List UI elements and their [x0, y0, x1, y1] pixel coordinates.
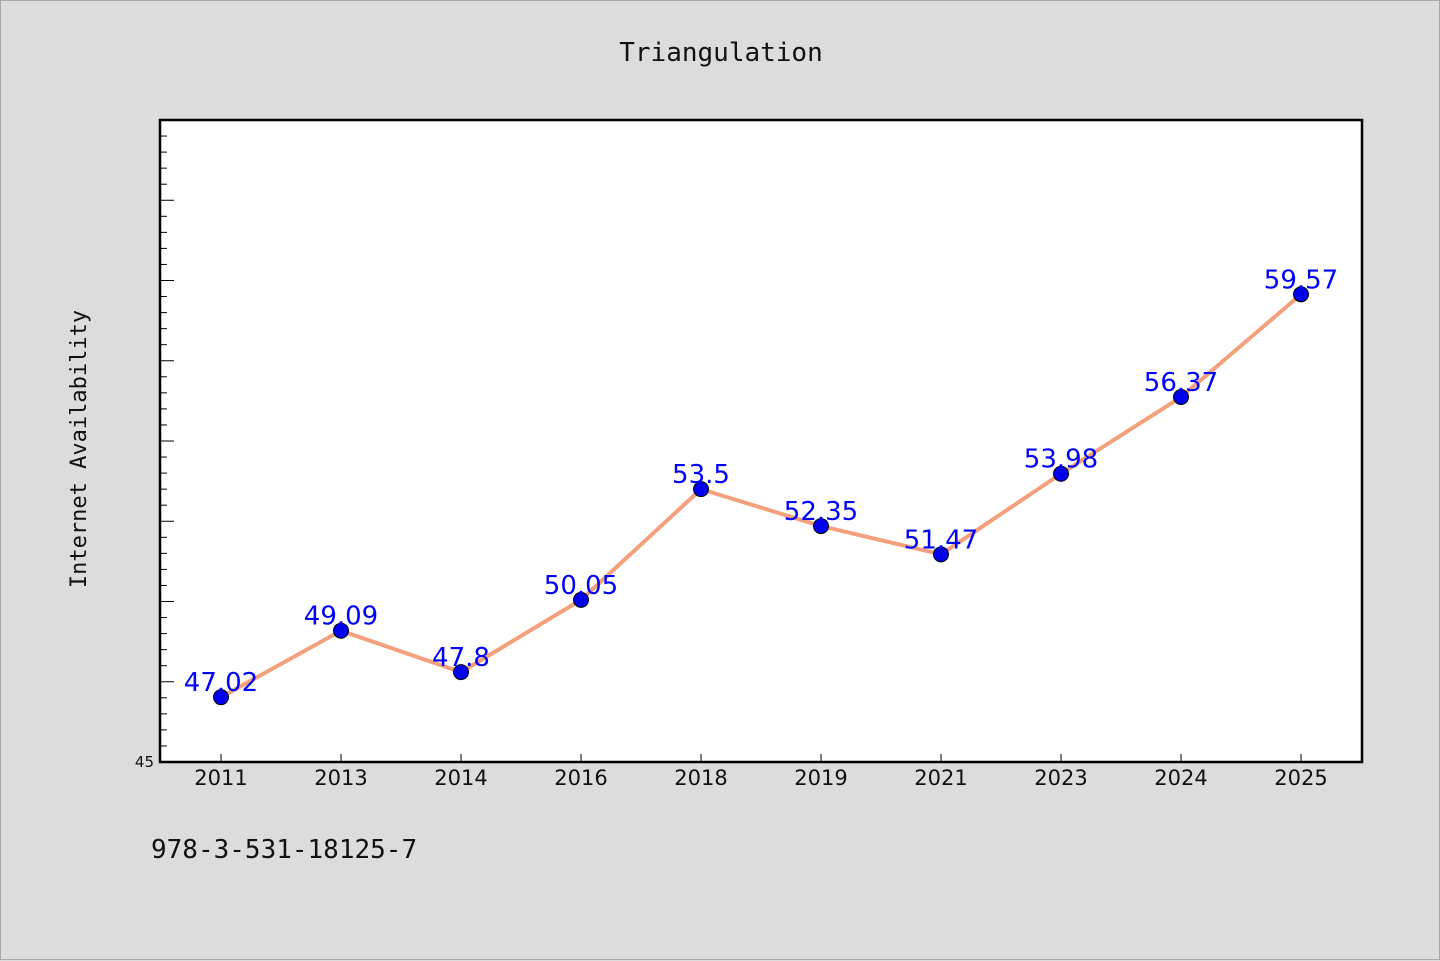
y-tick-label: 45: [135, 753, 154, 771]
x-tick-label: 2018: [674, 766, 727, 790]
data-point-marker: [213, 689, 229, 706]
data-point-marker: [933, 546, 949, 563]
data-label: 51.47: [904, 525, 978, 555]
data-point-marker: [1173, 389, 1189, 406]
data-point-marker: [813, 518, 829, 535]
isbn-footer: 978-3-531-18125-7: [151, 835, 418, 865]
x-tick-label: 2011: [194, 766, 247, 790]
data-label: 47.02: [184, 668, 258, 698]
data-point-marker: [1293, 286, 1309, 303]
data-point-marker: [573, 591, 589, 608]
data-point-marker: [693, 481, 709, 498]
y-axis-ticks: 45: [135, 135, 174, 771]
marker-layer: [213, 286, 1309, 706]
data-point-marker: [453, 664, 469, 681]
x-tick-label: 2023: [1034, 766, 1087, 790]
x-axis-ticks: 2011 2013 2014 2016 2018 2019 2021 2023 2024 2025: [194, 754, 1328, 790]
data-point-marker: [1053, 465, 1069, 482]
data-label: 52.35: [784, 497, 858, 527]
data-label-layer: 47.02 49.09 47.8 50.05 53.5 52.35 51.47 53.98 56…: [184, 265, 1338, 698]
x-tick-label: 2013: [314, 766, 367, 790]
x-tick-label: 2021: [914, 766, 967, 790]
data-label: 49.09: [304, 602, 378, 632]
data-label: 50.05: [544, 571, 618, 601]
chart-title: Triangulation: [619, 38, 823, 68]
x-tick-label: 2019: [794, 766, 847, 790]
x-tick-label: 2024: [1154, 766, 1207, 790]
x-tick-label: 2025: [1274, 766, 1327, 790]
data-label: 53.5: [672, 460, 730, 490]
series-layer: [219, 292, 1303, 700]
data-label: 59.57: [1264, 265, 1338, 295]
data-point-marker: [333, 622, 349, 639]
data-label: 53.98: [1024, 445, 1098, 475]
series-line: [219, 292, 1303, 700]
x-tick-label: 2014: [434, 766, 487, 790]
x-tick-label: 2016: [554, 766, 607, 790]
data-label: 47.8: [432, 643, 490, 673]
plot-area: [158, 118, 1364, 764]
data-label: 56.37: [1144, 368, 1218, 398]
y-axis-label: Internet Availability: [67, 310, 92, 588]
